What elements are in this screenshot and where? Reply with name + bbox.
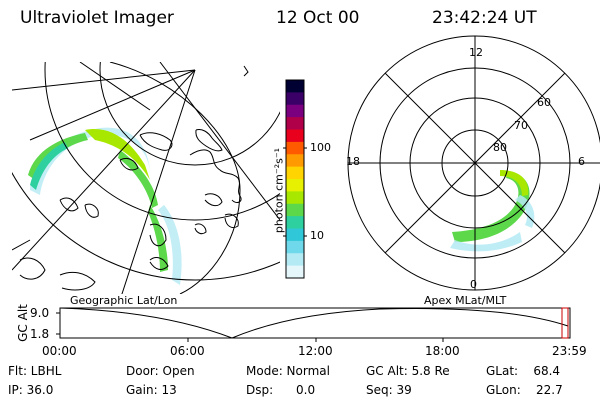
colorbar-segment: [286, 228, 304, 242]
colorbar-tick-100: 100: [310, 141, 331, 154]
orbit-xtick-1200: 12:00: [298, 344, 333, 358]
orbit-position-marker: [561, 307, 569, 339]
colorbar-segment: [286, 117, 304, 130]
info-filter: Flt: LBHL: [8, 364, 62, 378]
orbit-xtick-0600: 06:00: [170, 344, 205, 358]
time-label: 23:42:24 UT: [432, 8, 537, 28]
mlt-label-0: 0: [470, 278, 477, 291]
polar-map: [347, 35, 600, 291]
colorbar-tick-10: 10: [310, 229, 324, 242]
info-mode: Mode: Normal: [246, 364, 330, 378]
colorbar-segment: [286, 191, 304, 205]
instrument-title: Ultraviolet Imager: [20, 8, 174, 28]
colorbar-segment: [286, 166, 304, 180]
colorbar-segment: [286, 216, 304, 229]
orbit-xtick-1800: 18:00: [425, 344, 460, 358]
lat-label-70: 70: [514, 119, 528, 132]
lat-label-80: 80: [493, 141, 507, 154]
orbit-xtick-2359: 23:59: [552, 344, 587, 358]
info-gain: Gain: 13: [126, 383, 177, 397]
colorbar: [285, 79, 305, 279]
info-door: Door: Open: [126, 364, 195, 378]
colorbar-segment: [286, 92, 304, 106]
colorbar-segment: [286, 141, 304, 155]
date-label: 12 Oct 00: [276, 8, 360, 28]
info-dsp: Dsp: 0.0: [246, 383, 316, 397]
colorbar-ticks: [283, 147, 307, 237]
colorbar-segment: [286, 179, 304, 192]
colorbar-border: [285, 79, 305, 279]
mlt-label-12: 12: [469, 46, 483, 59]
colorbar-segment: [286, 104, 304, 118]
geographic-map-label: Geographic Lat/Lon: [70, 294, 178, 307]
info-ip: IP: 36.0: [8, 383, 54, 397]
colorbar-segment: [286, 203, 304, 217]
orbit-plot: [56, 307, 571, 342]
mlt-label-6: 6: [578, 155, 585, 168]
colorbar-segment: [286, 265, 304, 279]
aurora-oval-geographic: [28, 127, 182, 285]
orbit-xtick-0000: 00:00: [42, 344, 77, 358]
colorbar-segment: [286, 253, 304, 267]
colorbar-segment: [286, 240, 304, 254]
mlt-label-18: 18: [346, 155, 360, 168]
info-gc-alt: GC Alt: 5.8 Re: [366, 364, 450, 378]
orbit-ytick-1-8: 1.8: [30, 327, 50, 341]
info-glat: GLat: 68.4: [486, 364, 561, 378]
colorbar-segment: [286, 154, 304, 168]
orbit-ytick-9: 9.0: [30, 306, 50, 320]
colorbar-segment: [286, 80, 304, 93]
info-glon: GLon: 22.7: [486, 383, 563, 397]
info-seq: Seq: 39: [366, 383, 412, 397]
orbit-ylabel: GC Alt: [16, 304, 30, 342]
geographic-map: [12, 62, 280, 294]
colorbar-segment: [286, 129, 304, 143]
polar-map-label: Apex MLat/MLT: [424, 294, 507, 307]
aurora-oval-polar: [450, 170, 535, 252]
lat-label-60: 60: [537, 96, 551, 109]
colorbar-unit-label: photon cm⁻²s⁻¹: [272, 147, 286, 234]
